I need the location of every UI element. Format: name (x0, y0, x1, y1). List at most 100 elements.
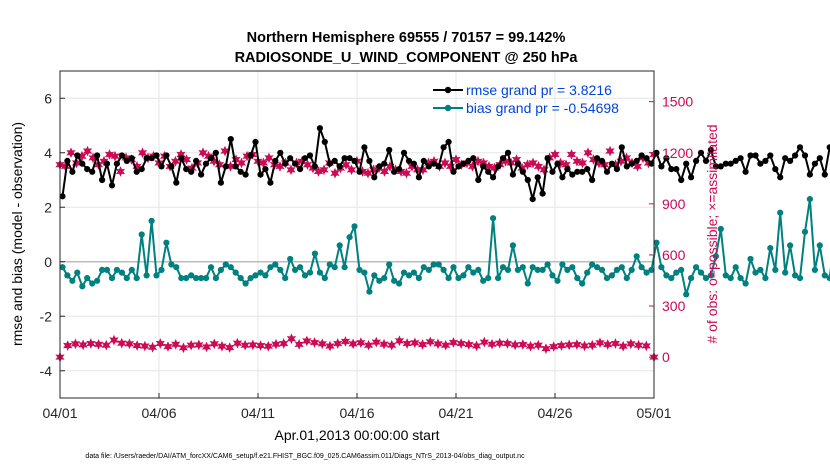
rmse-point (183, 166, 190, 173)
rmse-point (598, 157, 606, 164)
rmse-point (470, 155, 477, 162)
rmse-point (207, 155, 215, 162)
rmse-point (400, 149, 408, 156)
rmse-point (549, 168, 556, 175)
rmse-point (336, 163, 343, 170)
legend: rmse grand pr = 3.8216 bias grand pr = -… (433, 82, 619, 116)
bias-point (727, 275, 734, 282)
bias-point (178, 275, 185, 282)
rmse-point (633, 157, 640, 164)
bias-point (321, 275, 328, 282)
bias-point (376, 277, 383, 284)
obs-assimilated-marker (137, 147, 148, 159)
rmse-point (103, 160, 111, 167)
rmse-point (311, 163, 318, 170)
rmse-point (475, 176, 482, 184)
rmse-point (326, 160, 333, 167)
bias-point (613, 266, 621, 273)
rmse-point (410, 160, 417, 167)
obs-possible-marker (495, 337, 505, 349)
obs-possible-marker (502, 338, 513, 349)
bias-point (94, 277, 101, 284)
rmse-point (450, 168, 457, 175)
obs-possible-marker (263, 340, 273, 352)
rmse-point (485, 168, 492, 175)
bias-point (227, 264, 234, 271)
y-axis-left: -4 -2 0 2 4 6 (40, 90, 65, 379)
rmse-point (455, 163, 462, 170)
bias-point (455, 275, 462, 282)
x-axis-label: Apr.01,2013 00:00:00 start (274, 427, 439, 443)
rmse-point (163, 152, 170, 159)
obs-possible-marker (595, 337, 605, 349)
bias-point (796, 275, 804, 282)
obs-assimilated-marker (528, 157, 538, 169)
rmse-point (499, 155, 507, 162)
obs-assimilated-marker (198, 147, 208, 159)
bias-point (138, 231, 145, 238)
x-tick-label: 04/26 (537, 405, 572, 421)
obs-possible-marker (379, 338, 389, 350)
rmse-point (64, 157, 71, 164)
rmse-point (514, 160, 522, 167)
rmse-point (415, 174, 422, 181)
bias-point (772, 266, 779, 273)
rmse-point (198, 171, 205, 178)
bias-point (89, 280, 96, 287)
rmse-point (272, 157, 279, 164)
bias-point (222, 261, 229, 268)
obs-assimilated-marker (286, 164, 296, 176)
obs-possible-marker (155, 338, 165, 349)
footnote: data file: /Users/raeder/DAI/ATM_forcXX/… (85, 453, 525, 460)
rmse-point (688, 174, 695, 181)
rmse-point (321, 138, 328, 145)
obs-possible-marker (626, 338, 636, 350)
obs-assimilated-marker (401, 167, 412, 179)
obs-assimilated-marker (236, 157, 247, 169)
bias-point (257, 269, 264, 276)
bias-point (99, 266, 106, 273)
bias-point (697, 269, 705, 276)
rmse-point (504, 149, 512, 156)
obs-assimilated-marker (66, 147, 76, 159)
rmse-point (193, 157, 200, 164)
rmse-point (108, 182, 116, 189)
obs-possible-marker (464, 339, 474, 350)
bias-point (143, 272, 150, 279)
legend-label-bias: bias grand pr = -0.54698 (466, 100, 619, 116)
bias-point (425, 266, 432, 273)
obs-possible-marker (572, 339, 582, 350)
bias-point (688, 275, 695, 282)
obs-possible-marker (255, 340, 266, 351)
obs-possible-marker (410, 337, 420, 349)
bias-point (801, 228, 809, 235)
rmse-point (143, 155, 150, 162)
rmse-point (727, 160, 734, 167)
series-rmse (59, 125, 830, 203)
bias-point (69, 277, 76, 284)
rmse-point (306, 152, 314, 159)
bias-point (534, 266, 541, 273)
rmse-point (628, 160, 635, 167)
bias-point (470, 269, 477, 276)
obs-possible-marker (248, 339, 258, 351)
bias-point (430, 261, 437, 268)
bias-point (722, 272, 729, 279)
bias-point (79, 283, 86, 290)
rmse-point (554, 160, 561, 167)
obs-possible-marker (317, 338, 327, 350)
obs-possible-marker (641, 340, 651, 352)
obs-possible-marker (618, 340, 628, 352)
bias-point (445, 275, 452, 282)
obs-possible-marker (286, 333, 297, 345)
bias-point (262, 272, 269, 279)
bias-point (207, 264, 215, 271)
obs-possible-marker (448, 337, 459, 348)
bias-point (762, 275, 769, 282)
bias-point (361, 269, 368, 276)
obs-possible-marker (294, 339, 304, 350)
rmse-point (495, 163, 502, 170)
bias-point (396, 280, 403, 287)
rmse-point (316, 125, 323, 132)
rmse-point (460, 160, 467, 167)
